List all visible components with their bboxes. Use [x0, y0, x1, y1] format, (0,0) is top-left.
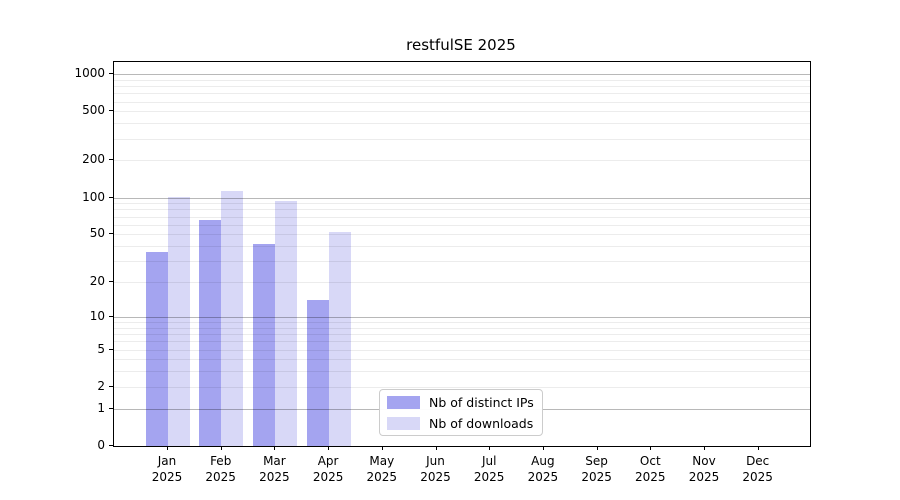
gridline-minor-7 [114, 334, 810, 335]
chart-title: restfulSE 2025 [406, 36, 516, 54]
bar-distinct-ips-jan [145, 251, 168, 446]
gridline-minor-80 [114, 209, 810, 211]
gridline-major-100 [114, 197, 810, 199]
gridline-minor-9 [114, 322, 810, 323]
y-tick-20 [109, 281, 113, 283]
x-tick-feb [220, 446, 222, 450]
gridline-minor-6 [114, 341, 810, 343]
gridline-minor-3 [114, 371, 810, 373]
y-tick-500 [109, 110, 113, 112]
legend-swatch-downloads [387, 416, 420, 430]
y-tick-label-1: 1 [97, 400, 105, 415]
y-tick-100 [109, 196, 113, 198]
gridline-minor-20 [114, 282, 810, 284]
gridline-minor-90 [114, 203, 810, 205]
x-tick-jan [167, 446, 168, 450]
y-tick-200 [109, 159, 113, 161]
y-tick-label-20: 20 [89, 274, 105, 289]
y-tick-50 [109, 233, 113, 235]
x-tick-label-oct: Oct 2025 [635, 454, 666, 484]
x-tick-apr [328, 446, 330, 450]
x-tick-mar [274, 446, 276, 450]
plot-area [113, 61, 811, 447]
x-tick-dec [757, 446, 759, 450]
y-tick-label-200: 200 [82, 152, 105, 167]
gridline-minor-400 [114, 123, 810, 125]
bar-downloads-jan [167, 197, 190, 446]
y-tick-label-1000: 1000 [74, 66, 105, 80]
gridline-minor-200 [114, 160, 810, 162]
x-tick-jun [435, 446, 437, 450]
bar-distinct-ips-feb [199, 220, 222, 446]
bar-distinct-ips-mar [252, 243, 275, 446]
y-tick-label-0: 0 [97, 438, 105, 452]
x-tick-label-jul: Jul 2025 [473, 454, 505, 484]
y-tick-2 [109, 385, 113, 387]
bar-downloads-apr [328, 232, 351, 446]
x-tick-aug [542, 446, 544, 450]
y-tick-1 [109, 407, 113, 409]
legend-label-distinct-ips: Nb of distinct IPs [429, 394, 534, 410]
legend-item-downloads: Nb of downloads [387, 415, 534, 432]
x-tick-jul [489, 446, 491, 450]
gridline-minor-900 [114, 79, 810, 81]
y-tick-1000 [109, 73, 113, 74]
x-tick-label-jun: Jun 2025 [420, 454, 451, 484]
x-tick-label-sep: Sep 2025 [581, 454, 612, 484]
gridline-minor-500 [114, 111, 810, 113]
y-tick-label-50: 50 [89, 226, 105, 241]
x-tick-label-jan: Jan 2025 [151, 454, 183, 484]
y-tick-label-500: 500 [82, 103, 105, 118]
gridline-major-1000 [114, 74, 810, 75]
gridline-minor-2 [114, 386, 810, 388]
x-tick-label-dec: Dec 2025 [742, 454, 773, 484]
x-tick-label-apr: Apr 2025 [312, 454, 344, 484]
x-tick-nov [704, 446, 705, 450]
x-tick-oct [650, 446, 652, 450]
legend-item-distinct-ips: Nb of distinct IPs [387, 394, 534, 411]
x-tick-label-aug: Aug 2025 [527, 454, 559, 484]
x-tick-may [381, 446, 383, 450]
gridline-minor-5 [114, 349, 810, 351]
gridline-minor-700 [114, 93, 810, 95]
bar-distinct-ips-apr [306, 300, 329, 446]
x-tick-sep [596, 446, 598, 450]
legend-label-downloads: Nb of downloads [429, 415, 534, 431]
x-tick-label-mar: Mar 2025 [259, 454, 290, 484]
gridline-minor-30 [114, 261, 810, 263]
y-tick-5 [109, 348, 113, 350]
legend-swatch-distinct-ips [387, 395, 420, 409]
y-tick-label-2: 2 [97, 378, 105, 393]
x-tick-label-may: May 2025 [366, 454, 398, 484]
y-tick-label-10: 10 [89, 308, 105, 323]
gridline-minor-4 [114, 359, 810, 361]
gridline-minor-300 [114, 138, 810, 140]
x-tick-label-nov: Nov 2025 [688, 454, 720, 484]
y-tick-label-5: 5 [97, 341, 105, 356]
legend: Nb of distinct IPs Nb of downloads [379, 389, 543, 436]
gridline-minor-60 [114, 224, 810, 226]
gridline-minor-70 [114, 216, 810, 218]
gridline-minor-800 [114, 86, 810, 87]
gridline-major-10 [114, 316, 810, 318]
bar-downloads-mar [274, 201, 297, 446]
y-tick-0 [109, 445, 113, 446]
x-tick-label-feb: Feb 2025 [205, 454, 236, 484]
y-tick-label-100: 100 [82, 189, 105, 204]
gridline-minor-600 [114, 101, 810, 103]
bar-downloads-feb [221, 191, 244, 446]
gridline-minor-8 [114, 327, 810, 329]
y-tick-10 [109, 315, 113, 317]
gridline-minor-40 [114, 246, 810, 247]
gridline-minor-50 [114, 234, 810, 236]
